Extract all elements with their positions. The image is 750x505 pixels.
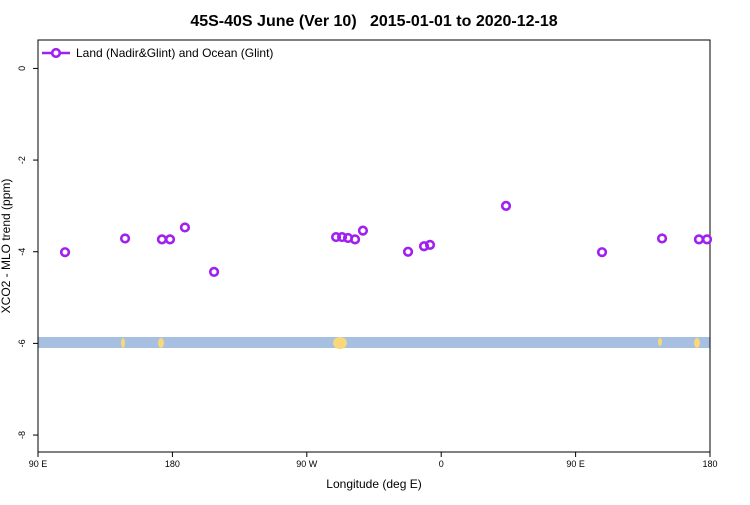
- legend-marker: [50, 47, 62, 59]
- land-patch: [694, 338, 700, 348]
- point: [418, 241, 430, 252]
- y-tick-label: -6: [17, 339, 27, 347]
- land-patch: [158, 338, 164, 348]
- land-strip: [38, 337, 710, 349]
- x-tick-label: 180: [702, 459, 717, 469]
- ocean-band: [38, 337, 710, 348]
- point: [59, 247, 71, 258]
- land-patch: [121, 338, 125, 348]
- land-patch: [658, 338, 662, 346]
- legend-label: Land (Nadir&Glint) and Ocean (Glint): [76, 46, 273, 60]
- point: [596, 247, 608, 258]
- point: [179, 222, 191, 233]
- y-tick-label: -2: [17, 156, 27, 164]
- point: [656, 233, 668, 244]
- y-tick-label: -8: [17, 431, 27, 439]
- y-axis-label: XCO2 - MLO trend (ppm): [0, 179, 13, 314]
- point: [164, 234, 176, 245]
- chart-title: 45S-40S June (Ver 10) 2015-01-01 to 2020…: [190, 13, 557, 30]
- y-tick-label: -4: [17, 248, 27, 256]
- x-tick-label: 90 E: [566, 459, 585, 469]
- land-patch: [333, 337, 347, 349]
- point: [119, 233, 131, 244]
- point: [500, 200, 512, 211]
- y-tick-label: 0: [17, 66, 27, 71]
- point: [402, 246, 414, 257]
- point: [357, 225, 369, 236]
- point: [693, 234, 705, 245]
- point: [349, 234, 361, 245]
- x-tick-label: 180: [165, 459, 180, 469]
- point: [336, 231, 348, 243]
- x-axis-label: Longitude (deg E): [326, 477, 421, 491]
- x-tick-label: 90 W: [296, 459, 318, 469]
- point: [330, 231, 342, 243]
- point: [208, 266, 220, 277]
- point: [701, 234, 713, 245]
- point: [424, 239, 436, 250]
- point: [156, 234, 168, 245]
- x-tick-label: 90 E: [29, 459, 48, 469]
- x-tick-label: 0: [439, 459, 444, 469]
- plot-frame: [37, 39, 711, 453]
